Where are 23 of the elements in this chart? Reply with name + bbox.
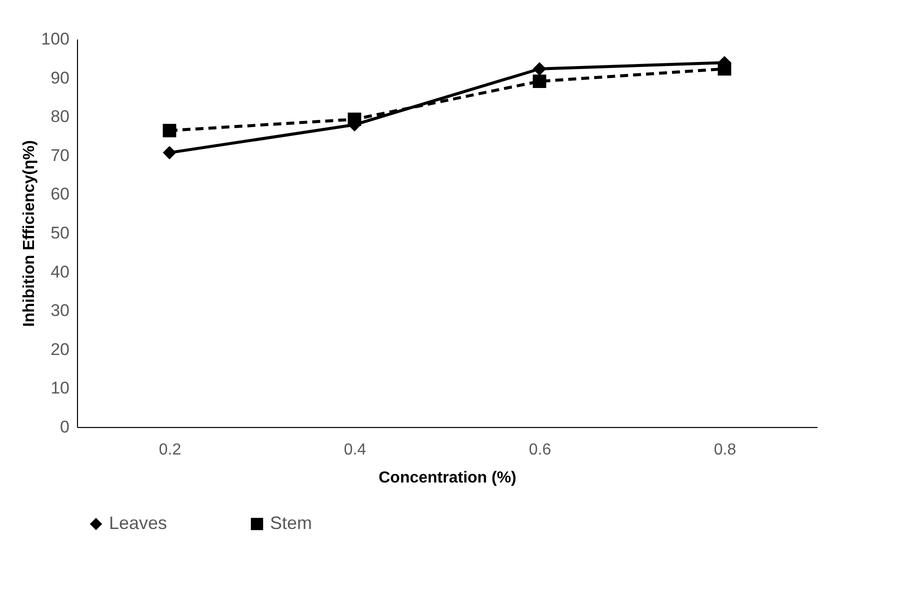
x-axis-title: Concentration (%) xyxy=(378,470,516,486)
y-tick-label: 60 xyxy=(50,184,70,204)
x-tick-label: 0.8 xyxy=(714,442,736,458)
x-tick-label: 0.6 xyxy=(528,442,552,458)
y-tick-label: 20 xyxy=(50,340,70,359)
y-tick-label: 0 xyxy=(60,418,70,436)
legend-label: Stem xyxy=(270,513,312,533)
y-tick-label: 70 xyxy=(50,146,70,165)
y-tick-label: 100 xyxy=(41,30,70,48)
point xyxy=(532,74,546,88)
y-axis-title: Inhibition Efficiency(η%) xyxy=(21,140,38,327)
y-tick-label: 30 xyxy=(50,301,70,320)
point xyxy=(162,124,176,138)
x-tick-label: 0.4 xyxy=(344,442,366,458)
legend-label: Leaves xyxy=(109,513,168,533)
y-tick-label: 10 xyxy=(50,378,70,398)
y-tick-label: 50 xyxy=(50,224,70,242)
y-tick-label: 90 xyxy=(50,68,70,88)
y-tick-label: 80 xyxy=(50,107,70,126)
point xyxy=(532,62,546,76)
point xyxy=(162,146,176,160)
y-tick-label: 40 xyxy=(50,262,70,282)
x-tick-label: 0.2 xyxy=(158,442,182,458)
